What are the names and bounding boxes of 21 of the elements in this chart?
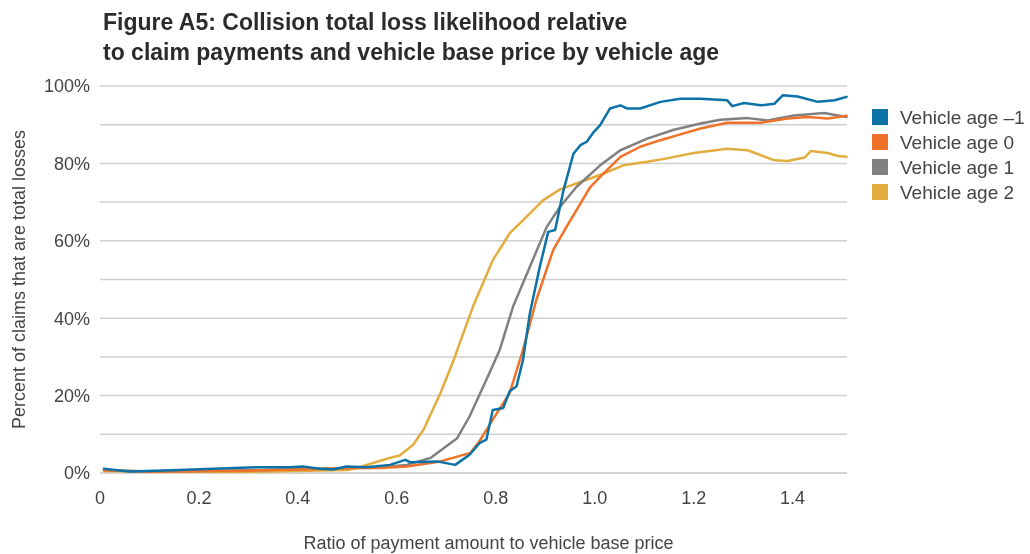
x-tick-label: 1.4 (780, 488, 806, 508)
chart-title: Figure A5: Collision total loss likelihood relative to claim payments and vehicle base price by vehicle age (103, 9, 720, 65)
y-axis-title: Percent of claims that are total losses (9, 129, 29, 430)
x-tick-label: 1.0 (582, 488, 608, 508)
legend-label: Vehicle age 0 (900, 131, 1015, 153)
x-tick-label: 0.8 (483, 488, 509, 508)
x-tick-label: 0 (94, 488, 106, 508)
y-tick-label: 80% (53, 153, 90, 174)
y-tick-label: 20% (53, 385, 90, 406)
x-tick-label: 0.6 (384, 488, 410, 508)
y-tick-label: 60% (53, 231, 90, 252)
legend-label: Vehicle age 2 (900, 181, 1015, 203)
legend-label: Vehicle age 1 (900, 156, 1015, 178)
y-tick-label: 0% (63, 463, 90, 484)
x-axis-title: Ratio of payment amount to vehicle base price (303, 533, 674, 553)
y-tick-label: 40% (53, 308, 90, 329)
x-tick-label: 0.4 (285, 488, 311, 508)
y-tick-label: 100% (43, 76, 90, 97)
x-tick-label: 0.2 (186, 488, 212, 508)
x-tick-label: 1.2 (681, 488, 707, 508)
legend-label: Vehicle age –1 (900, 106, 1025, 128)
